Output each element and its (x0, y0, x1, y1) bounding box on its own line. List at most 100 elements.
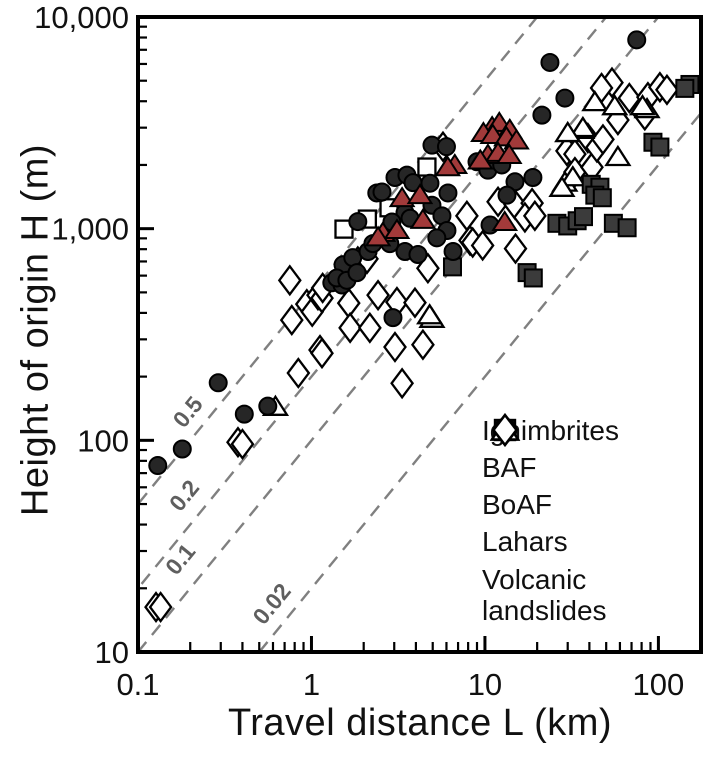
hl-ratio-line (138, 17, 660, 652)
data-point (627, 30, 647, 50)
data-point (491, 210, 519, 232)
data-point (234, 404, 254, 424)
data-point (403, 286, 427, 319)
data-point (569, 115, 597, 138)
data-point (357, 311, 382, 344)
data-point (172, 439, 192, 459)
series-ignimbrites (442, 74, 700, 288)
data-point (416, 303, 444, 325)
data-point (438, 183, 458, 203)
data-point (650, 137, 670, 157)
hl-ratio-label: 0.1 (160, 538, 201, 579)
data-point (286, 357, 311, 389)
data-point (383, 218, 411, 240)
hl-ratio-label: 0.02 (247, 578, 295, 629)
data-point (601, 94, 629, 116)
hl-ratio-line (258, 111, 701, 652)
data-point (420, 173, 440, 193)
y-tick-label: 1,000 (51, 212, 129, 247)
data-point (406, 183, 434, 205)
legend-marker-diamond-icon (491, 412, 519, 448)
data-point (148, 591, 173, 624)
data-point (523, 167, 543, 187)
data-point (617, 82, 642, 114)
legend-item-baf: BAF (482, 417, 714, 486)
legend-item-lahars: Lahars (482, 416, 714, 560)
series-boaf (364, 111, 530, 247)
legend-label: Volcanic landslides (482, 564, 607, 626)
data-point (604, 144, 632, 167)
data-point (436, 137, 456, 157)
data-point (417, 157, 437, 177)
data-point (383, 331, 407, 363)
data-point (338, 311, 363, 344)
data-point (503, 128, 530, 150)
data-point (148, 456, 168, 476)
y-tick-label: 10 (95, 635, 129, 670)
data-point (408, 245, 428, 265)
plot-border (136, 15, 703, 654)
data-point (675, 78, 695, 98)
axis-ticks (136, 15, 660, 654)
data-point (466, 148, 494, 170)
data-point (415, 252, 440, 285)
data-point (548, 175, 576, 197)
data-point (591, 123, 615, 156)
y-axis-title: Height of origin H (m) (14, 143, 57, 517)
legend-item-volcanic-landslides: Volcanic landslides (482, 412, 714, 630)
ref-lines (138, 17, 701, 652)
data-point (383, 308, 403, 328)
hl-ratio-label: 0.2 (164, 475, 204, 516)
data-point (310, 337, 334, 370)
data-point (277, 264, 302, 297)
legend-label: Lahars (482, 526, 568, 557)
x-tick-label: 100 (633, 667, 685, 702)
data-point (522, 199, 547, 232)
data-point (581, 90, 609, 112)
data-point (574, 207, 594, 227)
hl-ratio-line (138, 17, 608, 591)
data-point (364, 225, 392, 247)
legend: Ignimbrites BAF BoAF Lahars Volcanic landsli… (482, 412, 714, 630)
data-point (559, 165, 587, 187)
data-point (347, 263, 367, 283)
data-point (366, 279, 390, 312)
data-point (348, 212, 368, 232)
data-point (390, 367, 415, 400)
data-point (628, 94, 657, 116)
legend-item-boaf: BoAF (482, 416, 714, 523)
data-point (592, 188, 612, 208)
data-point (495, 143, 523, 164)
x-tick-label: 10 (468, 667, 502, 702)
y-tick-label: 100 (77, 423, 129, 458)
y-tick-label: 10,000 (34, 0, 129, 35)
legend-marker-shape (491, 412, 519, 448)
data-point (410, 328, 435, 361)
legend-label: BoAF (482, 489, 553, 520)
x-axis-title: Travel distance L (km) (227, 702, 613, 744)
data-point (554, 120, 582, 143)
data-point (454, 199, 479, 232)
data-point (503, 232, 528, 265)
data-point (388, 186, 416, 208)
data-point (434, 155, 462, 177)
x-tick-label: 0.1 (116, 667, 159, 702)
data-point (497, 185, 517, 205)
data-point (540, 52, 560, 72)
series-open-squares (334, 157, 437, 239)
data-point (208, 373, 228, 393)
data-point (470, 229, 495, 262)
data-point (523, 268, 543, 288)
data-point (532, 105, 552, 125)
data-point (555, 88, 575, 108)
data-point (443, 242, 463, 262)
data-point (230, 428, 255, 461)
data-point (279, 304, 304, 336)
legend-label: BAF (482, 452, 537, 483)
data-point (655, 73, 679, 106)
x-tick-label: 1 (303, 667, 320, 702)
data-point (372, 182, 392, 202)
data-point (617, 218, 637, 238)
